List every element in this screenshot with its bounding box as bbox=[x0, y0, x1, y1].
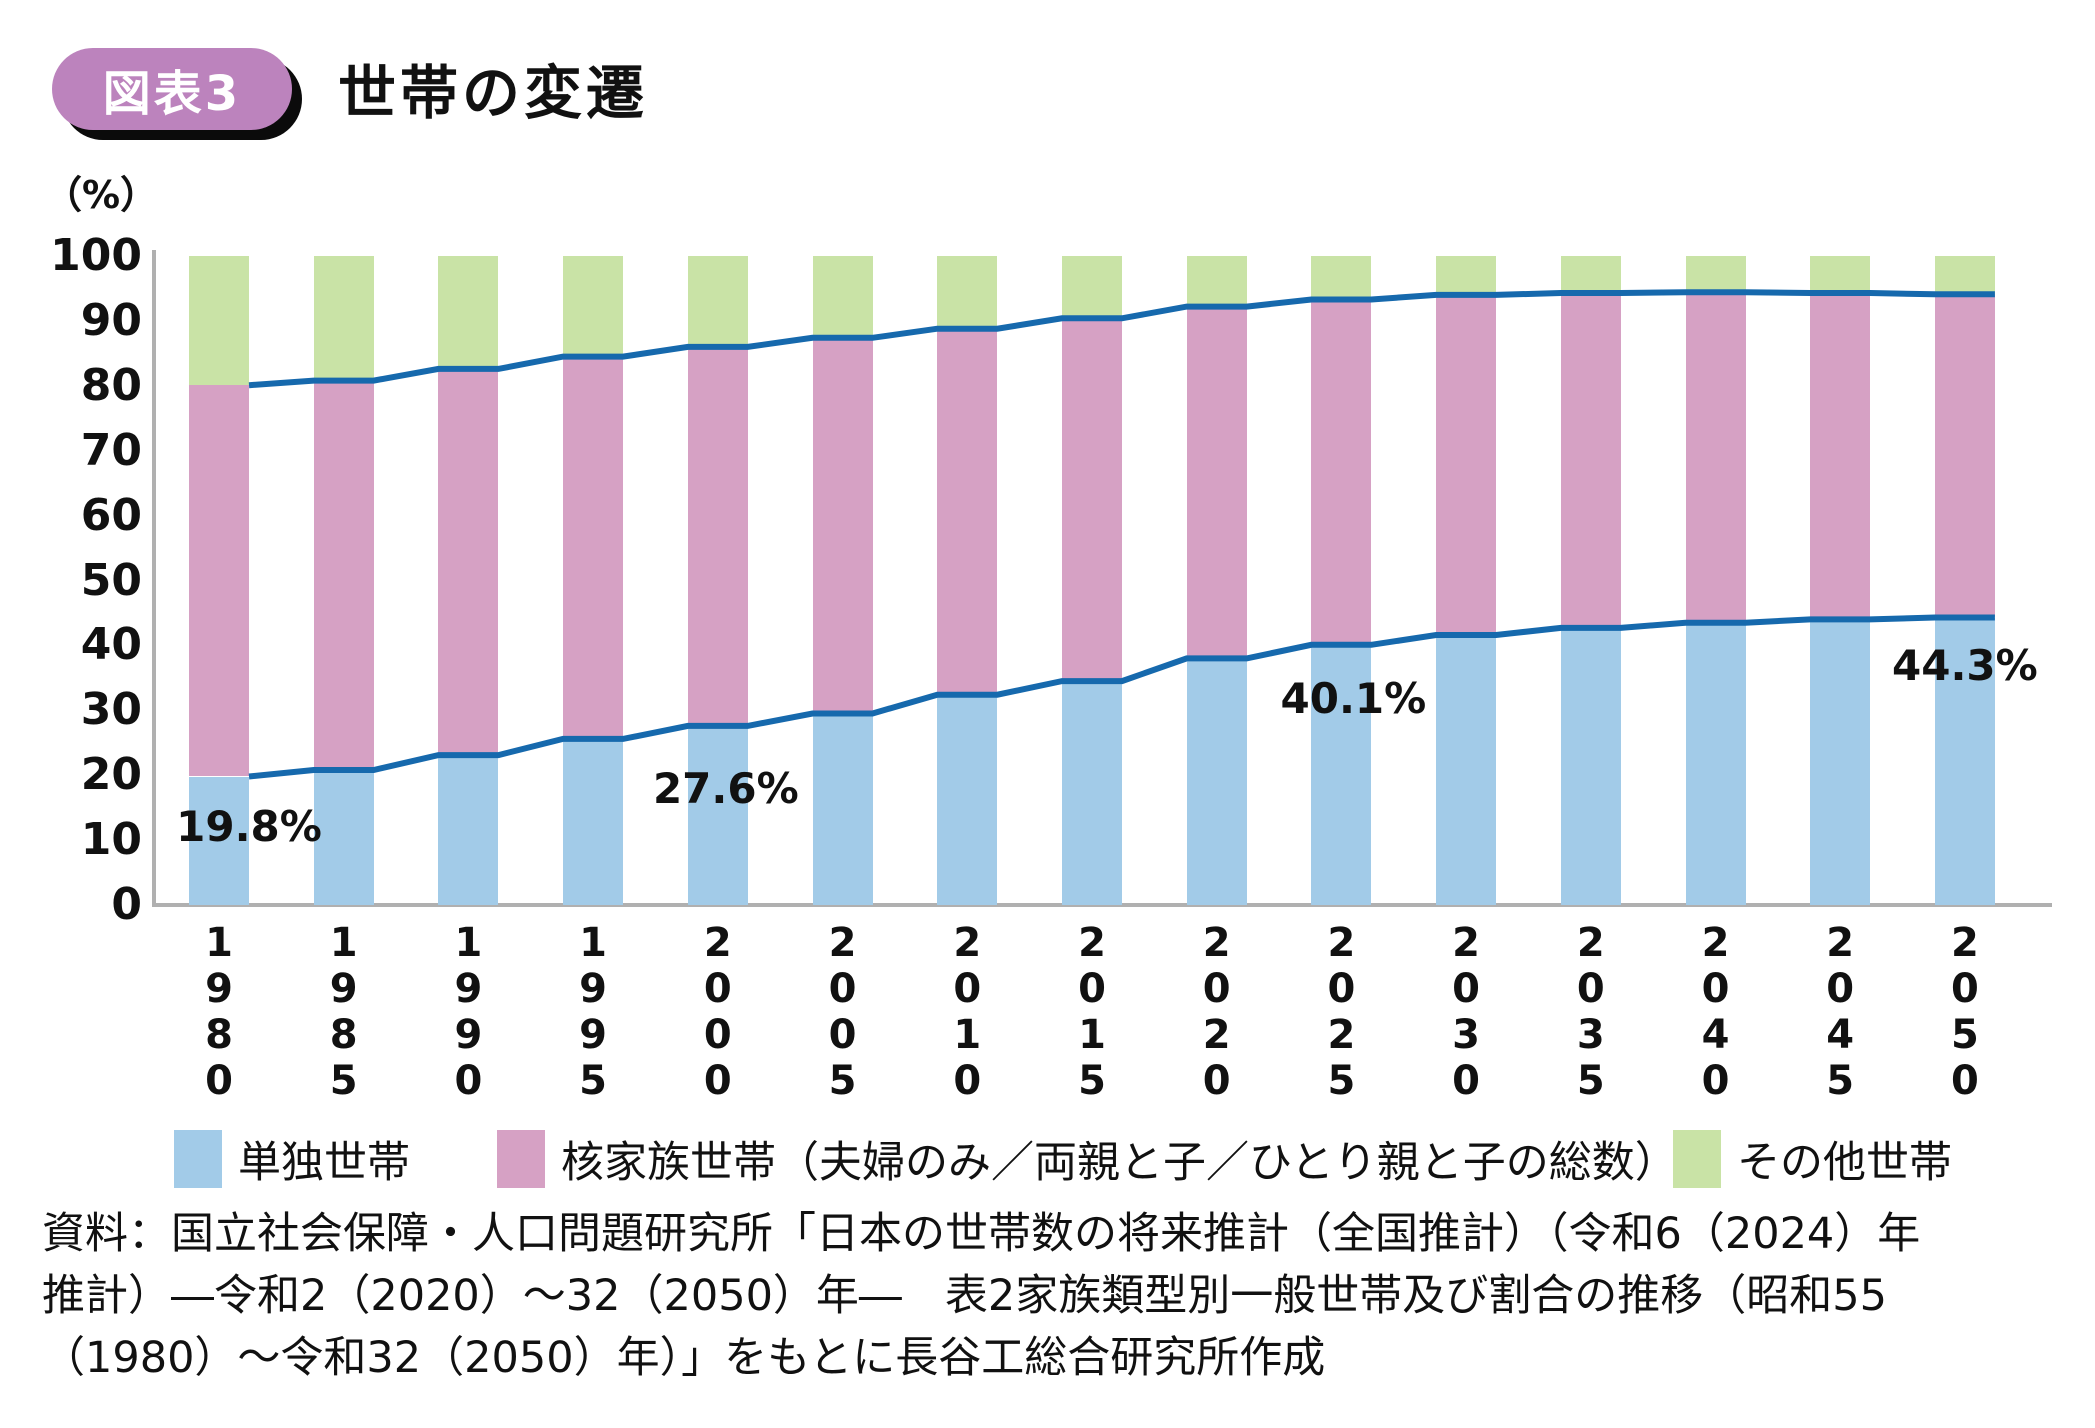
y-tick-label-0: 0 bbox=[111, 879, 142, 930]
legend-label-3: その他世帯 bbox=[1737, 1138, 1952, 1188]
bar-1980-segment-single bbox=[189, 776, 249, 905]
bar-2000-segment-other bbox=[687, 256, 748, 347]
x-axis-label-2045: 2 0 4 5 bbox=[1826, 920, 1855, 1104]
bar-2050-segment-single bbox=[1934, 617, 1995, 905]
bar-2035-segment-other bbox=[1560, 256, 1621, 293]
source-note-line2: 推計）―令和2（2020）～32（2050）年― 表2家族類型別一般世帯及び割合… bbox=[42, 1271, 1888, 1321]
bar-2015-segment-other bbox=[1062, 256, 1122, 319]
bar-2000-segment-single bbox=[687, 725, 748, 905]
bar-2000-segment-nuclear bbox=[687, 346, 748, 726]
bar-1995-segment-single bbox=[563, 738, 624, 905]
single-household-boundary-line bbox=[248, 614, 1995, 780]
legend-swatch-3 bbox=[1673, 1130, 1721, 1188]
page-title: 世帯の変遷 bbox=[338, 59, 649, 127]
bar-2030-segment-other bbox=[1436, 256, 1497, 295]
single-plus-nuclear-boundary-line bbox=[248, 289, 1995, 389]
bar-1985-segment-other bbox=[313, 256, 374, 381]
bar-2035-segment-nuclear bbox=[1560, 293, 1621, 628]
y-tick-label-20: 20 bbox=[80, 749, 142, 800]
boundary-lines bbox=[248, 289, 1995, 780]
x-axis-label-2015: 2 0 1 5 bbox=[1078, 920, 1106, 1104]
x-axis-label-2010: 2 0 1 0 bbox=[953, 920, 982, 1104]
bar-2025-segment-nuclear bbox=[1311, 299, 1372, 645]
bar-1995-segment-nuclear bbox=[563, 356, 624, 739]
y-tick-label-10: 10 bbox=[80, 814, 142, 865]
bar-2050-segment-other bbox=[1934, 256, 1995, 295]
bar-2045-segment-single bbox=[1810, 619, 1871, 905]
legend-item-1: 単独世帯 bbox=[174, 1128, 410, 1190]
x-axis-label-2005: 2 0 0 5 bbox=[828, 920, 857, 1104]
data-label-2000: 27.6% bbox=[652, 764, 799, 813]
x-axis-label-2025: 2 0 2 5 bbox=[1327, 920, 1356, 1104]
x-axis-label-2030: 2 0 3 0 bbox=[1452, 920, 1481, 1104]
x-axis-label-1980: 1 9 8 0 bbox=[205, 920, 233, 1104]
data-label-2050: 44.3% bbox=[1892, 641, 2038, 690]
bar-1995-segment-other bbox=[563, 256, 624, 357]
bar-2040-segment-other bbox=[1685, 256, 1746, 293]
y-tick-label-70: 70 bbox=[80, 425, 142, 476]
bar-2025-segment-other bbox=[1311, 256, 1372, 300]
bar-2025-segment-single bbox=[1311, 644, 1372, 905]
y-tick-label-30: 30 bbox=[80, 684, 142, 735]
bar-2015-segment-single bbox=[1062, 681, 1122, 905]
bar-1980-segment-nuclear bbox=[189, 385, 249, 777]
bar-2015-segment-nuclear bbox=[1062, 318, 1122, 682]
plot-area bbox=[154, 256, 2052, 905]
bar-2045-segment-other bbox=[1810, 256, 1871, 293]
y-tick-label-40: 40 bbox=[80, 619, 142, 670]
bar-2035-segment-single bbox=[1560, 627, 1621, 905]
y-tick-label-50: 50 bbox=[80, 555, 142, 606]
bar-2005-segment-single bbox=[812, 713, 873, 905]
x-axis-label-2020: 2 0 2 0 bbox=[1202, 920, 1231, 1104]
legend-label-1: 単独世帯 bbox=[238, 1138, 410, 1188]
bar-2045-segment-nuclear bbox=[1810, 293, 1871, 620]
legend-swatch-2 bbox=[497, 1130, 545, 1188]
bar-1985-segment-single bbox=[313, 770, 374, 905]
bar-2040-segment-single bbox=[1685, 622, 1746, 905]
bar-2050-segment-nuclear bbox=[1934, 294, 1995, 618]
bar-1990-segment-single bbox=[438, 755, 499, 905]
data-label-1980: 19.8% bbox=[176, 802, 322, 851]
bar-2020-segment-nuclear bbox=[1186, 306, 1247, 659]
bar-2020-segment-other bbox=[1186, 256, 1247, 307]
y-tick-label-90: 90 bbox=[80, 295, 142, 346]
y-axis-line bbox=[152, 250, 156, 907]
bar-2010-segment-single bbox=[937, 694, 998, 905]
bar-1990-segment-other bbox=[438, 256, 499, 369]
data-label-2025: 40.1% bbox=[1280, 674, 1427, 723]
bar-2010-segment-nuclear bbox=[937, 328, 998, 695]
x-axis-line bbox=[152, 903, 2052, 907]
bar-2030-segment-single bbox=[1436, 635, 1497, 905]
legend-swatch-1 bbox=[174, 1130, 222, 1188]
x-axis-label-2000: 2 0 0 0 bbox=[703, 920, 732, 1104]
bar-1980-segment-other bbox=[189, 256, 249, 386]
figure-badge-label: 図表3 bbox=[102, 66, 242, 122]
x-axis-label-1995: 1 9 9 5 bbox=[579, 920, 608, 1104]
source-note-line1: 資料：国立社会保障・人口問題研究所「日本の世帯数の将来推計（全国推計）（令和6（… bbox=[42, 1209, 1921, 1259]
bar-2020-segment-single bbox=[1186, 658, 1247, 905]
bar-2030-segment-nuclear bbox=[1436, 294, 1497, 635]
bar-1990-segment-nuclear bbox=[438, 368, 499, 756]
legend-label-2: 核家族世帯（夫婦のみ／両親と子／ひとり親と子の総数） bbox=[561, 1138, 1678, 1188]
bar-1985-segment-nuclear bbox=[313, 380, 374, 770]
legend-item-3: その他世帯 bbox=[1673, 1128, 1952, 1190]
y-tick-label-100: 100 bbox=[50, 230, 142, 281]
y-axis-unit-label: （%） bbox=[44, 173, 159, 217]
y-tick-label-80: 80 bbox=[80, 360, 142, 411]
figure-badge: 図表3 bbox=[52, 48, 292, 130]
x-axis-label-1990: 1 9 9 0 bbox=[454, 920, 483, 1104]
source-note-line3: （1980）～令和32（2050）年）」をもとに長谷工総合研究所作成 bbox=[42, 1333, 1326, 1383]
x-axis-label-1985: 1 9 8 5 bbox=[329, 920, 358, 1104]
bar-2010-segment-other bbox=[937, 256, 998, 329]
legend-item-2: 核家族世帯（夫婦のみ／両親と子／ひとり親と子の総数） bbox=[497, 1128, 1678, 1190]
bar-2040-segment-nuclear bbox=[1685, 292, 1746, 623]
x-axis-label-2040: 2 0 4 0 bbox=[1701, 920, 1730, 1104]
y-tick-label-60: 60 bbox=[80, 490, 142, 541]
bar-2005-segment-other bbox=[812, 256, 873, 338]
bar-2005-segment-nuclear bbox=[812, 337, 873, 714]
x-axis-label-2035: 2 0 3 5 bbox=[1576, 920, 1605, 1104]
x-axis-label-2050: 2 0 5 0 bbox=[1950, 920, 1979, 1104]
